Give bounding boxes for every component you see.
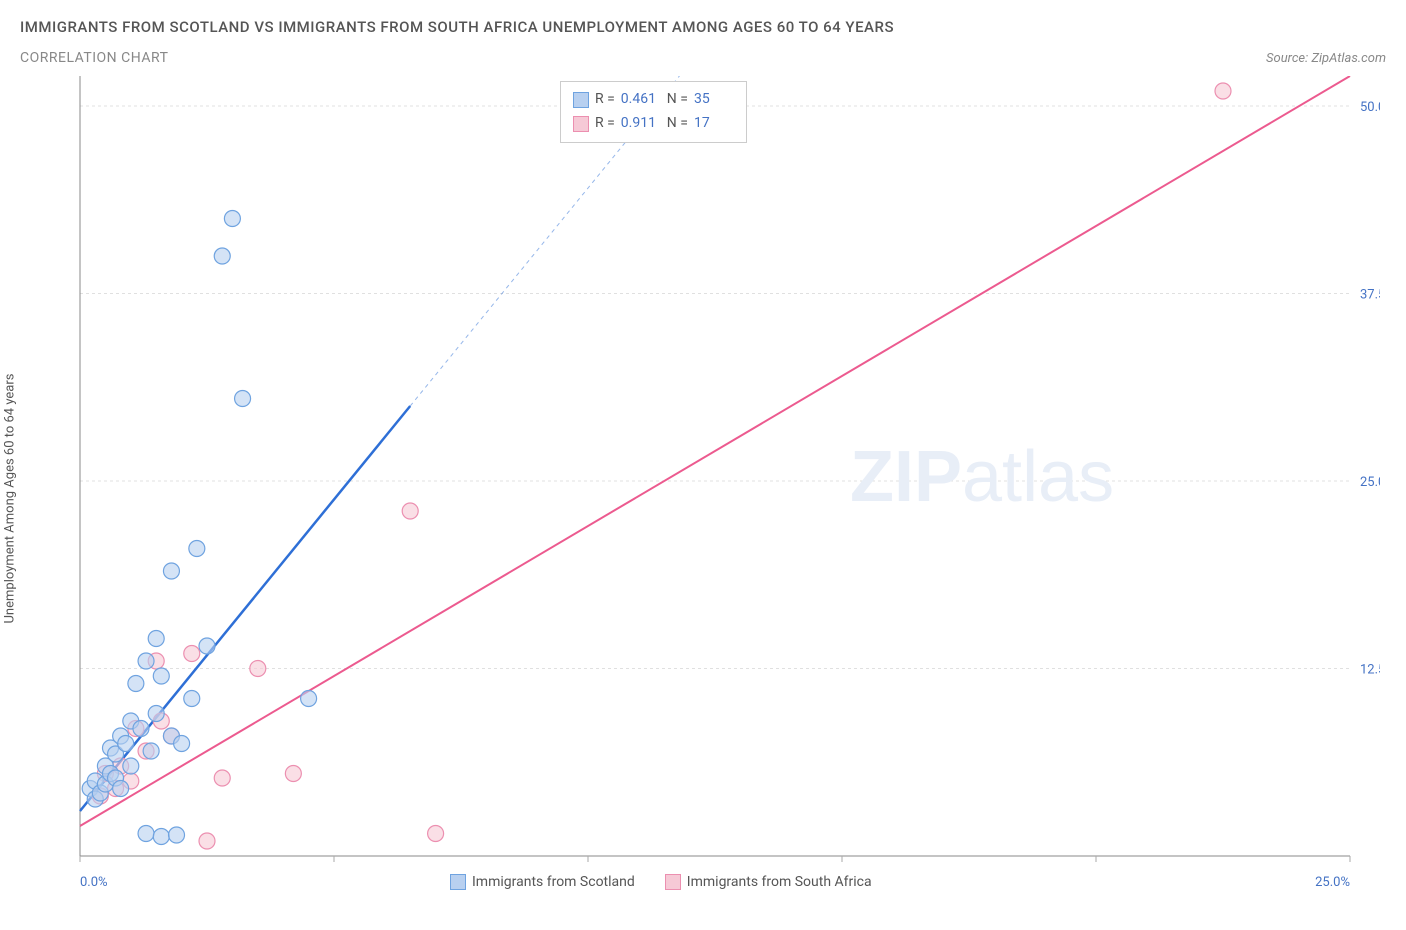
chart-subtitle: CORRELATION CHART (20, 50, 168, 66)
correlation-stats-box: R = 0.461 N = 35 R = 0.911 N = 17 (560, 81, 747, 143)
legend-swatch-south-africa (665, 874, 681, 890)
stats-n-label: N = (667, 112, 688, 136)
stats-row-south-africa: R = 0.911 N = 17 (573, 112, 734, 136)
stats-r-label: R = (595, 88, 615, 112)
scatter-chart: 0.0% 25.0% 12.5% 25.0% 37.5% 50.0% (20, 76, 1380, 906)
bottom-legend: Immigrants from Scotland Immigrants from… (450, 874, 872, 890)
svg-text:37.5%: 37.5% (1360, 288, 1380, 303)
y-axis-label: Unemployment Among Ages 60 to 64 years (3, 374, 18, 624)
legend-swatch-scotland (450, 874, 466, 890)
title-area: IMMIGRANTS FROM SCOTLAND VS IMMIGRANTS F… (0, 0, 1406, 66)
chart-wrapper: Unemployment Among Ages 60 to 64 years 0… (20, 76, 1386, 906)
legend-item-south-africa: Immigrants from South Africa (665, 874, 872, 890)
svg-text:25.0%: 25.0% (1315, 875, 1350, 890)
source-attribution: Source: ZipAtlas.com (1266, 51, 1386, 66)
legend-label-south-africa: Immigrants from South Africa (687, 874, 872, 890)
chart-main-title: IMMIGRANTS FROM SCOTLAND VS IMMIGRANTS F… (20, 18, 1386, 36)
subtitle-row: CORRELATION CHART Source: ZipAtlas.com (20, 50, 1386, 66)
stats-r-label: R = (595, 112, 615, 136)
svg-text:0.0%: 0.0% (80, 875, 108, 890)
stats-n-label: N = (667, 88, 688, 112)
stats-row-scotland: R = 0.461 N = 35 (573, 88, 734, 112)
stats-n-scotland: 35 (694, 88, 734, 112)
legend-label-scotland: Immigrants from Scotland (472, 874, 635, 890)
stats-n-south-africa: 17 (694, 112, 734, 136)
stats-r-south-africa: 0.911 (621, 112, 661, 136)
svg-text:25.0%: 25.0% (1360, 475, 1380, 490)
stats-r-scotland: 0.461 (621, 88, 661, 112)
swatch-scotland (573, 92, 589, 108)
legend-item-scotland: Immigrants from Scotland (450, 874, 635, 890)
svg-text:12.5%: 12.5% (1360, 663, 1380, 678)
svg-text:50.0%: 50.0% (1360, 100, 1380, 115)
swatch-south-africa (573, 116, 589, 132)
